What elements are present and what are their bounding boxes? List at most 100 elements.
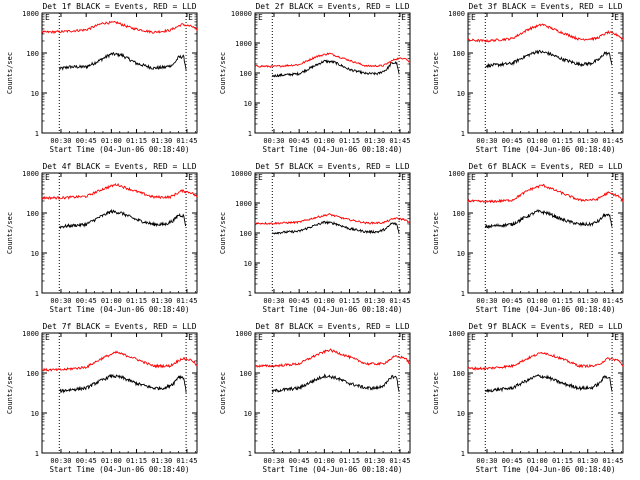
series-lld-line [41, 182, 198, 200]
x-tick-label: 01:15 [126, 457, 147, 465]
x-tick-label: 01:30 [577, 297, 598, 305]
x-axis-label: Start Time (04-Jun-06 00:18:40) [476, 305, 616, 314]
chart-title: Det 7f BLACK = Events, RED = LLD [42, 322, 196, 331]
x-tick-label: 00:45 [76, 137, 97, 145]
series-events-line [59, 373, 187, 394]
y-tick-label: 10 [31, 250, 39, 258]
x-tick-label: 00:30 [476, 457, 497, 465]
x-tick-label: 01:00 [314, 297, 335, 305]
marker-label: E [471, 333, 476, 342]
x-tick-label: 01:15 [126, 297, 147, 305]
y-tick-label: 100 [239, 70, 252, 78]
x-tick-label: 00:30 [50, 137, 71, 145]
chart-title: Det 4f BLACK = Events, RED = LLD [42, 162, 196, 171]
x-tick-label: 00:30 [476, 137, 497, 145]
x-tick-label: 01:00 [527, 297, 548, 305]
x-tick-label: 01:45 [176, 297, 197, 305]
y-tick-label: 10000 [231, 10, 252, 18]
x-tick-label: 01:30 [577, 457, 598, 465]
x-tick-label: 00:45 [289, 297, 310, 305]
marker-label: E [45, 173, 50, 182]
y-tick-label: 100 [452, 370, 465, 378]
y-axis-label: Counts/sec [432, 212, 440, 254]
x-tick-label: 01:00 [527, 457, 548, 465]
series-events-line [58, 51, 187, 71]
y-tick-label: 1000 [22, 10, 39, 18]
y-tick-label: 100 [26, 370, 39, 378]
marker-label: E [258, 13, 263, 22]
series-events-line [484, 374, 613, 393]
x-tick-label: 01:00 [527, 137, 548, 145]
x-axis-label: Start Time (04-Jun-06 00:18:40) [50, 305, 190, 314]
marker-label: E [471, 173, 476, 182]
chart-svg: Det 6f BLACK = Events, RED = LLD 1 10 100 10… [432, 162, 624, 314]
y-tick-label: 10 [244, 410, 252, 418]
x-tick-label: 01:30 [151, 297, 172, 305]
x-tick-label: 01:15 [339, 457, 360, 465]
plot-frame [467, 172, 624, 294]
x-tick-label: 01:30 [577, 137, 598, 145]
series-lld-line [41, 20, 198, 35]
marker-label: E [45, 333, 50, 342]
series-events-line [484, 209, 613, 230]
chart-title: Det 5f BLACK = Events, RED = LLD [255, 162, 409, 171]
panel-det-4f: Det 4f BLACK = Events, RED = LLD 1 10 100 10… [0, 160, 213, 320]
plot-frame [467, 12, 624, 134]
x-tick-label: 01:15 [339, 137, 360, 145]
x-tick-label: 01:45 [389, 297, 410, 305]
y-axis-label: Counts/sec [219, 372, 227, 414]
y-tick-label: 1 [461, 130, 465, 138]
y-tick-label: 10 [244, 260, 252, 268]
marker-label: E [614, 173, 619, 182]
chart-svg: Det 5f BLACK = Events, RED = LLD 1 10 100 10… [219, 162, 411, 314]
y-tick-label: 1000 [22, 330, 39, 338]
y-tick-label: 10 [31, 90, 39, 98]
x-axis-label: Start Time (04-Jun-06 00:18:40) [476, 145, 616, 154]
plot-frame [467, 332, 624, 454]
chart-svg: Det 8f BLACK = Events, RED = LLD 1 10 100 10… [219, 322, 411, 474]
chart-svg: Det 4f BLACK = Events, RED = LLD 1 10 100 10… [6, 162, 198, 314]
y-tick-label: 10 [457, 410, 465, 418]
x-tick-label: 01:15 [552, 297, 573, 305]
x-tick-label: 00:30 [263, 297, 284, 305]
y-tick-label: 100 [452, 210, 465, 218]
x-tick-label: 00:45 [289, 137, 310, 145]
series-events-line [272, 59, 400, 78]
chart-svg: Det 3f BLACK = Events, RED = LLD 1 10 100 10… [432, 2, 624, 154]
panel-det-1f: Det 1f BLACK = Events, RED = LLD 1 10 100 10… [0, 0, 213, 160]
series-events-line [271, 373, 400, 394]
series-lld-line [41, 350, 198, 372]
x-tick-label: 01:00 [101, 457, 122, 465]
x-tick-label: 00:45 [502, 297, 523, 305]
marker-label: E [614, 13, 619, 22]
y-tick-label: 1000 [235, 330, 252, 338]
y-tick-label: 10 [457, 90, 465, 98]
y-tick-label: 1000 [235, 200, 252, 208]
x-tick-label: 01:30 [151, 137, 172, 145]
y-tick-label: 1 [35, 290, 39, 298]
y-tick-label: 1 [248, 450, 252, 458]
x-tick-label: 01:15 [552, 457, 573, 465]
x-tick-label: 00:30 [50, 297, 71, 305]
panel-det-3f: Det 3f BLACK = Events, RED = LLD 1 10 100 10… [426, 0, 639, 160]
x-tick-label: 00:45 [76, 457, 97, 465]
series-events-line [59, 208, 187, 230]
x-tick-label: 01:45 [176, 137, 197, 145]
x-tick-label: 01:15 [339, 297, 360, 305]
marker-label: E [188, 13, 193, 22]
y-tick-label: 1000 [22, 170, 39, 178]
y-axis-label: Counts/sec [6, 372, 14, 414]
marker-label: E [401, 333, 406, 342]
y-tick-label: 1000 [448, 330, 465, 338]
y-axis-label: Counts/sec [6, 212, 14, 254]
chart-title: Det 9f BLACK = Events, RED = LLD [468, 322, 622, 331]
y-tick-label: 10 [457, 250, 465, 258]
x-tick-label: 01:45 [176, 457, 197, 465]
y-tick-label: 10 [244, 100, 252, 108]
x-tick-label: 01:00 [101, 137, 122, 145]
y-tick-label: 100 [239, 230, 252, 238]
y-axis-label: Counts/sec [6, 52, 14, 94]
panel-det-9f: Det 9f BLACK = Events, RED = LLD 1 10 100 10… [426, 320, 639, 480]
plot-frame [41, 332, 198, 454]
x-tick-label: 00:45 [502, 137, 523, 145]
